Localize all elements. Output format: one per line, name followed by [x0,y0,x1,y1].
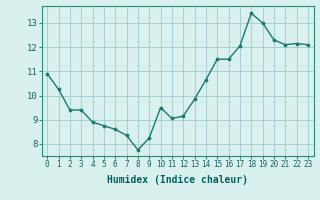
X-axis label: Humidex (Indice chaleur): Humidex (Indice chaleur) [107,175,248,185]
